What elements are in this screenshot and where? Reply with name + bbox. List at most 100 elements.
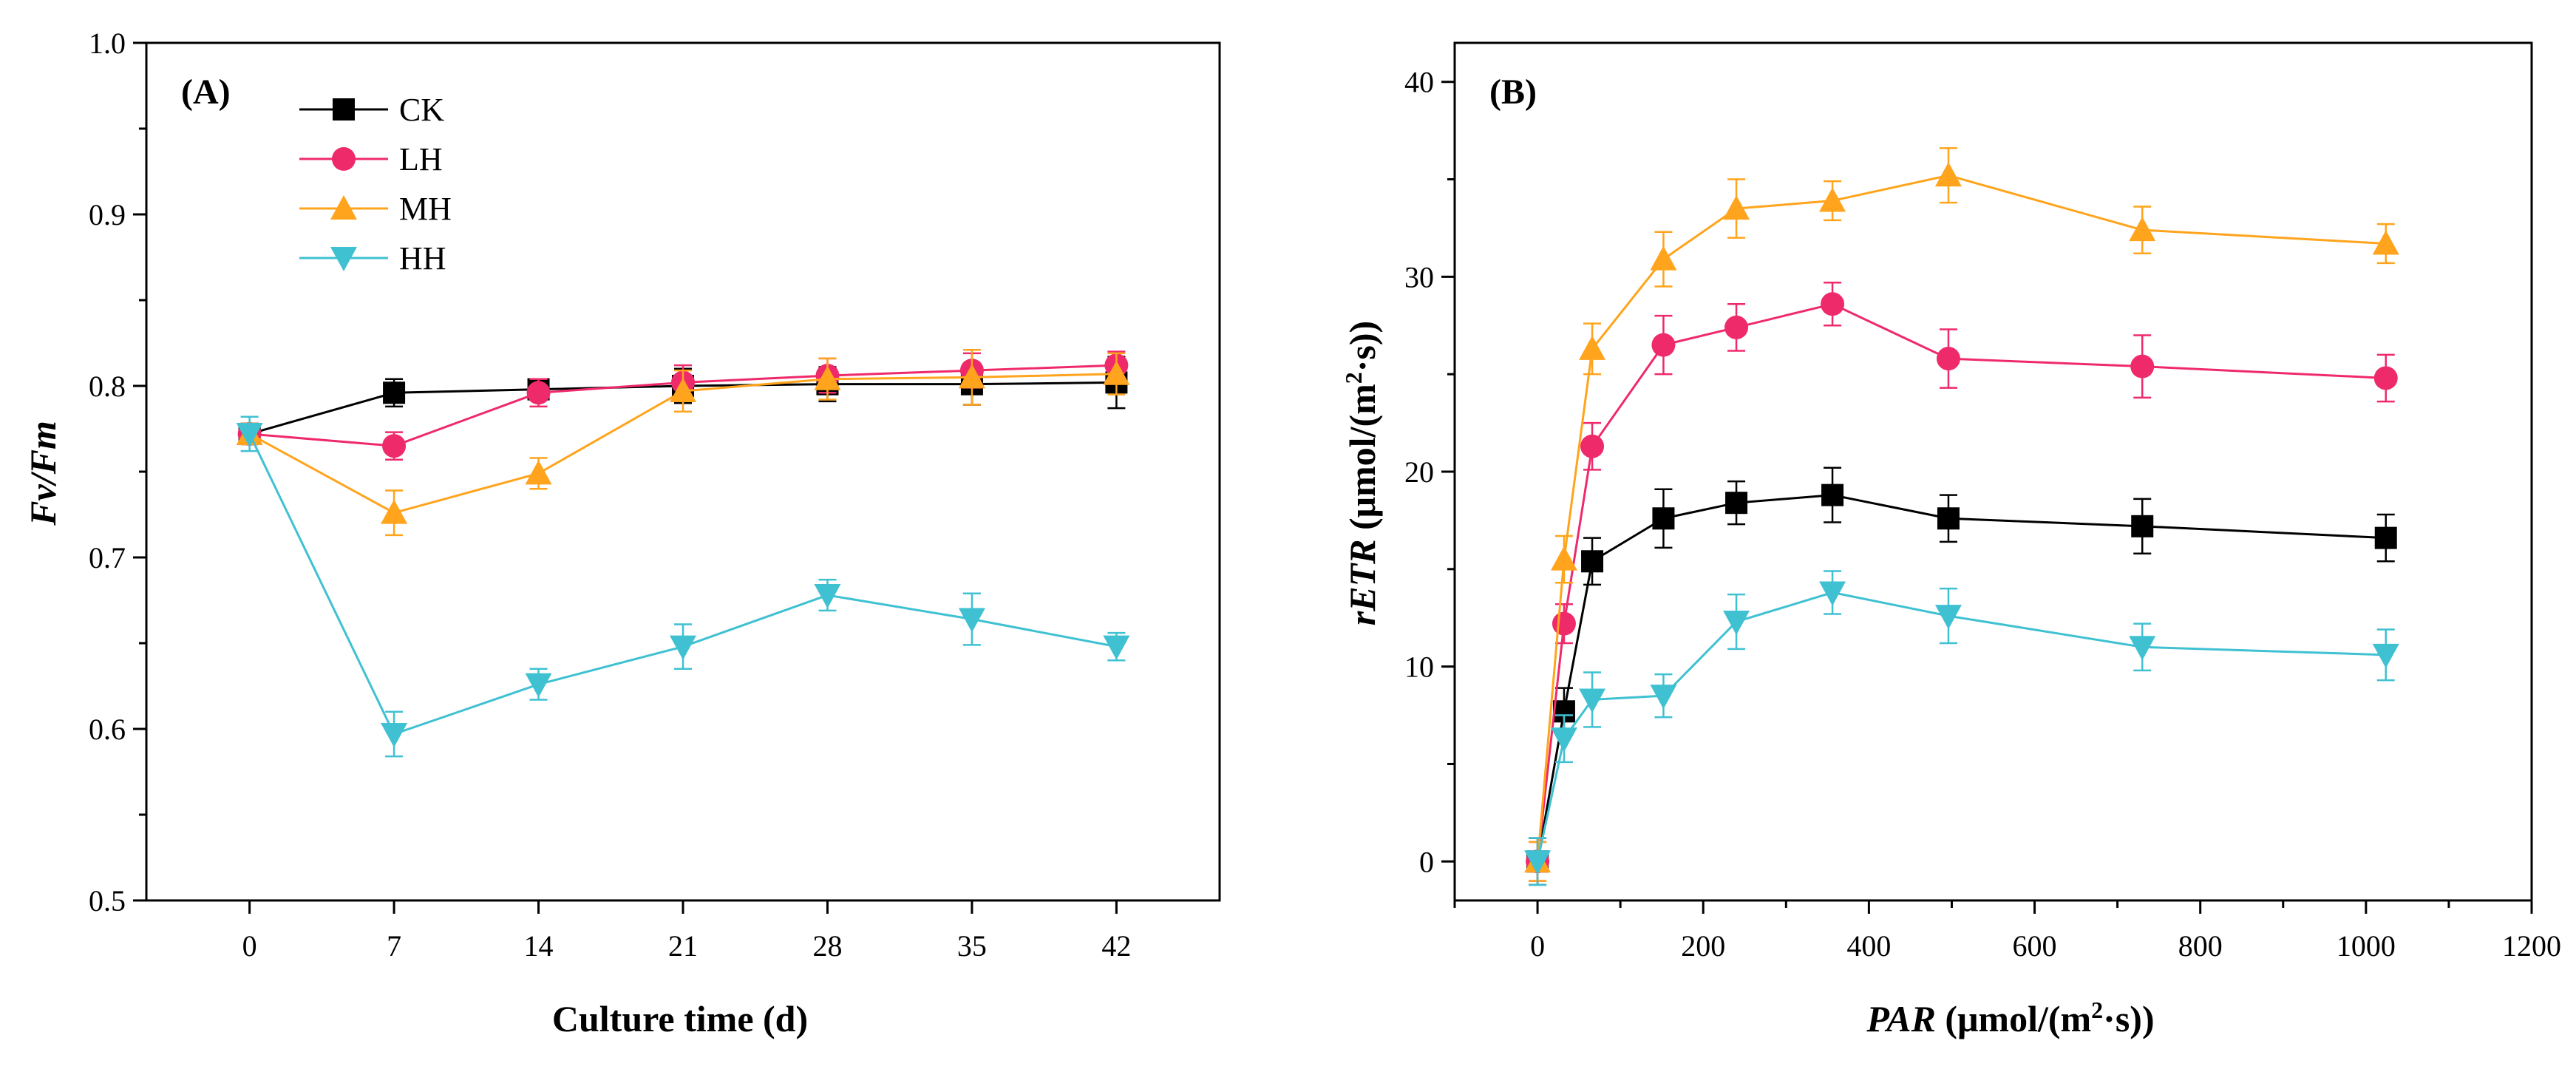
legend-label: HH: [399, 240, 446, 276]
panel-a-x-tick-label: 28: [812, 929, 842, 963]
legend-label: MH: [399, 191, 452, 227]
panel-b-series: [1524, 147, 2399, 886]
panel-a-point-ck: [383, 381, 406, 404]
panel-b-point-lh: [1651, 333, 1676, 357]
legend-marker: [330, 247, 357, 271]
panel-b-x-tick-label: 600: [2013, 929, 2057, 963]
panel-a-y-tick-label: 0.6: [89, 713, 126, 746]
panel-a-point-mh: [525, 460, 552, 485]
panel-b-point-ck: [2374, 526, 2397, 549]
panel-b-point-hh: [1934, 605, 1962, 630]
panel-a-y-tick-label: 0.5: [89, 884, 126, 917]
panel-b-y-tick-label: 40: [1404, 66, 1434, 99]
panel-b-x-axis-title-end: ·s)): [2103, 998, 2154, 1039]
panel-b-point-hh: [2372, 643, 2399, 668]
panel-b-point-lh: [1821, 292, 1845, 316]
panel-b-point-hh: [2129, 636, 2156, 661]
legend-label: CK: [399, 92, 444, 128]
panel-a-point-lh: [526, 381, 551, 405]
panel-a-x-tick-label: 14: [524, 929, 554, 963]
panel-b-point-ck: [1821, 483, 1844, 506]
panel-a-frame: [145, 41, 1221, 902]
panel-a-y-tick-label: 0.8: [89, 370, 126, 403]
panel-b-point-mh: [1579, 335, 1606, 360]
panel-b-ticks: 0 200 400 600 800 1000 1200 0 10 20 30 40: [1404, 66, 2561, 963]
panel-a: 0 7 14 21 28 35 42 0.5 0.6 0.7 0.8 0.9 1.0 (A) CK LH M…: [22, 27, 1221, 1039]
panel-a-y-axis-title: Fv/Fm: [22, 421, 64, 526]
legend-item-mh: MH: [299, 191, 452, 227]
panel-b-x-tick-label: 1000: [2337, 929, 2396, 963]
legend-marker: [330, 195, 357, 220]
panel-b-y-axis-title: rETR (μmol/(m2·s)): [1340, 321, 1383, 625]
panel-b-point-ck: [1937, 507, 1960, 530]
panel-a-point-lh: [382, 434, 407, 458]
panel-a-point-mh: [670, 377, 696, 402]
panel-b-y-axis-title-sup: 2: [1340, 372, 1367, 384]
panel-b-x-tick-label: 200: [1681, 929, 1725, 963]
legend: CK LH MH HH: [299, 92, 452, 276]
panel-b-point-hh: [1524, 850, 1552, 875]
panel-b-series-hh: [1524, 570, 2399, 886]
panel-a-series-hh: [236, 415, 1130, 758]
panel-b-point-lh: [2130, 354, 2155, 379]
panel-a-y-tick-label: 0.9: [89, 198, 126, 231]
panel-b-y-tick-label: 10: [1404, 651, 1434, 684]
panel-b-point-mh: [1550, 546, 1577, 571]
panel-a-x-tick-label: 7: [387, 929, 401, 963]
legend-label: LH: [399, 141, 443, 177]
panel-b-point-hh: [1650, 685, 1677, 710]
panel-a-x-axis-title: Culture time (d): [552, 998, 808, 1039]
panel-a-point-hh: [814, 584, 841, 609]
panel-a-x-tick-label: 0: [242, 929, 257, 963]
panel-a-ticks: 0 7 14 21 28 35 42 0.5 0.6 0.7 0.8 0.9 1.0: [89, 27, 1131, 963]
panel-b-frame: [1453, 41, 2533, 902]
panel-a-point-hh: [670, 635, 696, 660]
panel-a-point-mh: [381, 499, 408, 524]
panel-b-point-hh: [1550, 727, 1577, 753]
panel-b-y-axis-title-italic: rETR: [1342, 539, 1383, 625]
panel-b-point-hh: [1723, 611, 1750, 635]
panel-b-x-tick-label: 1200: [2502, 929, 2561, 963]
panel-b-y-tick-label: 20: [1404, 455, 1434, 489]
panel-b-x-tick-label: 0: [1530, 929, 1545, 963]
panel-b-point-lh: [1580, 434, 1605, 458]
panel-b-point-mh: [1723, 195, 1750, 220]
panel-a-series: [236, 349, 1130, 758]
panel-b-y-axis-title-end: ·s)): [1342, 321, 1383, 372]
panel-b-point-hh: [1579, 688, 1606, 713]
panel-b: 0 200 400 600 800 1000 1200 0 10 20 30 40 (B) PAR (…: [1340, 41, 2561, 1039]
panel-b-y-tick-label: 0: [1419, 845, 1434, 878]
panel-b-x-axis-title-unit: (μmol/(m: [1936, 998, 2091, 1039]
panel-b-point-ck: [1581, 550, 1604, 573]
panel-b-point-mh: [1650, 245, 1677, 271]
panel-b-x-axis-title: PAR (μmol/(m2·s)): [1866, 997, 2154, 1039]
panel-a-x-tick-label: 35: [957, 929, 987, 963]
panel-b-point-mh: [2372, 230, 2399, 255]
panel-a-x-tick-label: 21: [668, 929, 698, 963]
legend-item-lh: LH: [299, 141, 443, 177]
legend-marker: [333, 98, 355, 121]
panel-b-x-axis-title-sup: 2: [2091, 997, 2103, 1023]
panel-a-y-tick-label: 0.7: [89, 541, 126, 574]
panel-a-point-hh: [958, 608, 985, 633]
panel-a-x-tick-label: 42: [1101, 929, 1131, 963]
panel-b-x-tick-label: 800: [2178, 929, 2223, 963]
panel-a-point-mh: [814, 365, 841, 390]
panel-b-point-lh: [1936, 347, 1960, 371]
legend-item-ck: CK: [299, 92, 444, 128]
panel-a-label: (A): [181, 72, 231, 112]
panel-a-y-tick-label: 1.0: [89, 27, 126, 60]
panel-b-x-axis-title-italic: PAR: [1866, 998, 1936, 1039]
legend-marker: [332, 147, 356, 171]
panel-b-label: (B): [1489, 72, 1537, 112]
legend-item-hh: HH: [299, 240, 446, 276]
panel-a-point-hh: [525, 673, 552, 698]
panel-a-point-hh: [1103, 635, 1130, 660]
panel-b-point-ck: [1652, 507, 1675, 530]
panel-a-point-mh: [1103, 360, 1130, 385]
panel-b-point-hh: [1819, 581, 1846, 606]
panel-b-point-ck: [1725, 492, 1748, 515]
panel-b-point-lh: [1552, 611, 1576, 636]
panel-b-point-mh: [1934, 162, 1962, 187]
